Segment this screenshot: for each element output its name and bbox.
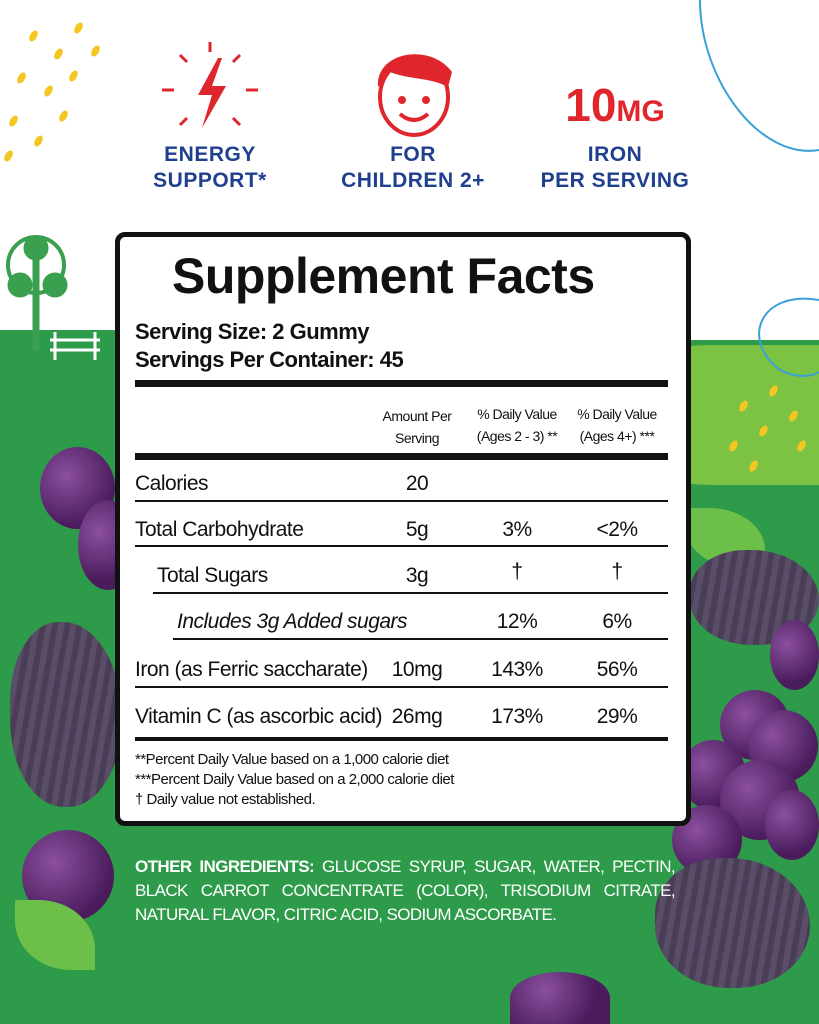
lightning-icon: [162, 42, 258, 128]
feature-energy: ENERGY SUPPORT*: [125, 142, 295, 194]
gummy-image: [10, 622, 122, 807]
decorations: [6, 0, 819, 377]
row-name: Total Sugars: [157, 564, 268, 587]
feature-children: FOR CHILDREN 2+: [328, 142, 498, 194]
row-name: Iron (as Ferric saccharate): [135, 658, 368, 681]
footnote: † Daily value not established.: [135, 791, 316, 808]
footnotes: **Percent Daily Value based on a 1,000 c…: [135, 750, 454, 810]
feature-label: IRON: [587, 143, 643, 166]
row-amount: 20: [405, 472, 429, 495]
iron-value: 10: [565, 79, 617, 131]
header-dv-ages-4: % Daily Value (Ages 4+) ***: [577, 406, 657, 444]
iron-unit: MG: [616, 95, 665, 128]
iron-amount: 10MG: [530, 78, 700, 132]
row-amount: 10mg: [391, 658, 443, 681]
grape-image: [510, 972, 610, 1024]
row-dv2: †: [611, 560, 623, 583]
divider: [135, 453, 668, 460]
grape-image: [770, 620, 819, 690]
row-amount: 5g: [405, 518, 429, 541]
row-dv1: 3%: [502, 518, 532, 541]
row-amount: 26mg: [391, 705, 443, 728]
divider: [173, 638, 668, 640]
tree-icon: [6, 235, 68, 351]
feature-label: PER SERVING: [540, 169, 690, 192]
supplement-facts-panel: Supplement Facts Serving Size: 2 Gummy S…: [115, 232, 691, 826]
panel-title: Supplement Facts: [172, 248, 595, 304]
feature-iron: IRON PER SERVING: [530, 142, 700, 194]
row-name: Calories: [135, 472, 209, 495]
footnote: **Percent Daily Value based on a 1,000 c…: [135, 751, 449, 768]
other-ingredients: OTHER INGREDIENTS: GLUCOSE SYRUP, SUGAR,…: [135, 855, 676, 927]
row-dv1: †: [511, 560, 523, 583]
row-name: Includes 3g Added sugars: [177, 610, 408, 633]
feature-label: FOR: [390, 143, 436, 166]
gummy-image: [655, 858, 810, 988]
ingredients-label: OTHER INGREDIENTS:: [135, 857, 315, 876]
row-dv2: 29%: [596, 705, 638, 728]
header-dv-ages-2-3: % Daily Value (Ages 2 - 3) **: [476, 406, 558, 444]
header-amount: Amount Per Serving: [382, 408, 452, 446]
row-dv2: 56%: [596, 658, 638, 681]
divider: [135, 737, 668, 741]
row-name: Vitamin C (as ascorbic acid): [135, 705, 383, 728]
row-dv2: 6%: [602, 610, 632, 633]
serving-size: Serving Size: 2 Gummy: [135, 319, 370, 344]
row-name: Total Carbohydrate: [135, 518, 304, 541]
row-dv1: 12%: [496, 610, 538, 633]
footnote: ***Percent Daily Value based on a 2,000 …: [135, 771, 454, 788]
divider: [135, 686, 668, 688]
row-dv2: <2%: [596, 518, 638, 541]
divider: [135, 380, 668, 387]
feature-label: ENERGY: [164, 143, 256, 166]
feature-label: CHILDREN 2+: [341, 169, 485, 192]
divider: [135, 500, 668, 502]
row-amount: 3g: [405, 564, 429, 587]
grape-image: [765, 790, 819, 860]
row-dv1: 143%: [491, 658, 543, 681]
servings-per-container: Servings Per Container: 45: [135, 347, 404, 372]
child-face-icon: [377, 54, 452, 137]
ingredients-text: GLUCOSE SYRUP, SUGAR, WATER, PECTIN, BLA…: [135, 857, 676, 924]
fence-icon: [50, 332, 100, 360]
row-dv1: 173%: [491, 705, 543, 728]
divider: [135, 545, 668, 547]
feature-label: SUPPORT*: [153, 169, 267, 192]
divider: [153, 592, 668, 594]
